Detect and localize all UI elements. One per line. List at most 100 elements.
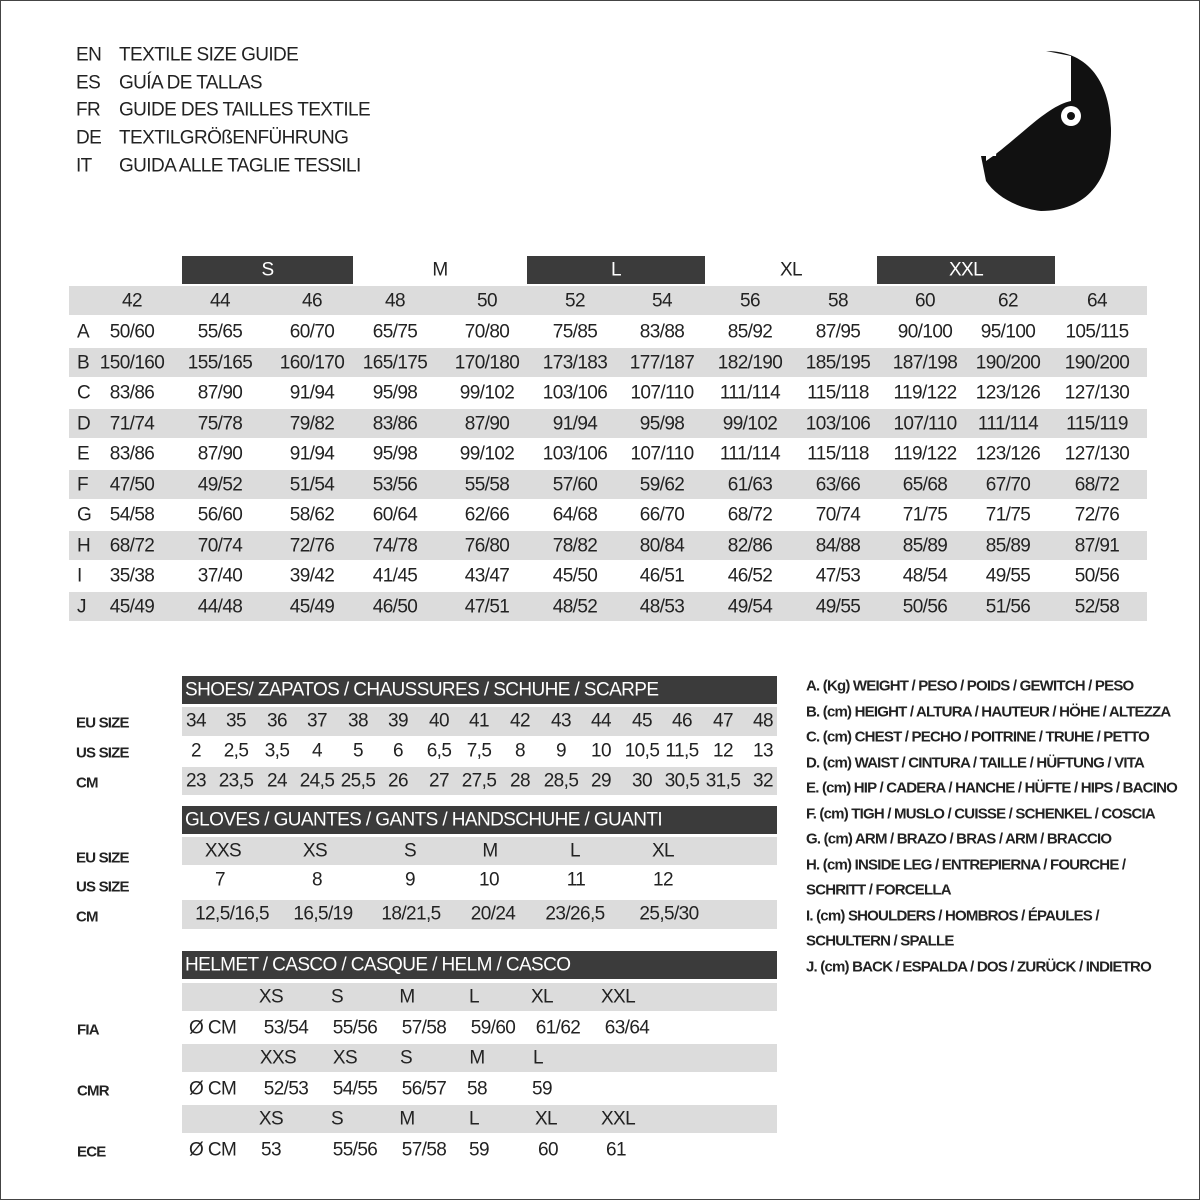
helmet-size: XL [534,1108,558,1130]
row-label: C [77,382,91,404]
row-label: F [77,474,89,496]
unit-label: Ø CM [189,1017,237,1039]
helmet-circumference: 61/62 [535,1017,581,1039]
gray-band [69,286,1147,315]
measurement: 80/84 [639,535,685,557]
eu-size-header: 58 [828,290,849,312]
gray-band [182,1044,777,1072]
helmet-size: XS [332,1047,358,1069]
measurement: 48/53 [639,596,685,618]
shoe-size: 3,5 [264,740,290,762]
glove-size: 7 [215,869,226,891]
measurement: 111/114 [719,443,781,465]
measurement: 115/118 [807,382,869,404]
helmet-size: XS [258,1108,284,1130]
helmet-circumference: 56/57 [401,1078,447,1100]
shoe-size: 9 [556,740,567,762]
eu-size-header: 52 [565,290,586,312]
measurement: 107/110 [630,382,694,404]
eu-size-header: 56 [740,290,761,312]
measurement: 60/64 [372,504,418,526]
shoe-size: 32 [753,770,774,792]
helmet-circumference: 58 [467,1078,488,1100]
measurement: 55/58 [464,474,510,496]
shoe-size: 5 [353,740,364,762]
measurement: 111/114 [977,413,1039,435]
measurement: 68/72 [109,535,155,557]
guide-title: GUÍA DE TALLAS [119,72,263,94]
measurement: 95/100 [980,321,1036,343]
measurement: 99/102 [459,382,515,404]
shoe-size: 4 [312,740,323,762]
glove-size: 25,5/30 [639,903,699,925]
measurement: 56/60 [197,504,243,526]
measurement: 47/51 [464,596,510,618]
measurement: 65/75 [372,321,418,343]
measurement: 51/56 [985,596,1031,618]
measurement: 65/68 [902,474,948,496]
helmet-circumference: 59 [469,1139,490,1161]
guide-title: TEXTILE SIZE GUIDE [119,44,299,66]
shoe-size: 2 [191,740,202,762]
measurement: 95/98 [372,382,418,404]
measurement: 72/76 [1074,504,1120,526]
helmet-size: XS [258,986,284,1008]
language-code: ES [76,72,101,94]
glove-size: 18/21,5 [381,903,441,925]
shoe-size: 7,5 [466,740,492,762]
helmet-size: M [399,1108,415,1130]
measurement: 39/42 [289,565,335,587]
glove-size: XL [651,840,675,862]
measurement: 35/38 [109,565,155,587]
shoe-size: 6 [393,740,404,762]
measurement: 119/122 [893,443,957,465]
legend-line: C. (cm) CHEST / PECHO / POITRINE / TRUHE… [806,728,1150,746]
helmet-circumference: 59 [532,1078,553,1100]
section-title: SHOES/ ZAPATOS / CHAUSSURES / SCHUHE / S… [185,679,659,701]
shoe-size: 46 [672,710,693,732]
measurement: 76/80 [464,535,510,557]
helmet-circumference: 55/56 [332,1139,378,1161]
shoe-size: 39 [388,710,409,732]
shoe-size: 47 [713,710,734,732]
measurement: 82/86 [727,535,773,557]
shoe-size: 12 [713,740,734,762]
helmet-size: XXL [600,986,636,1008]
helmet-standard: ECE [77,1143,106,1161]
measurement: 71/74 [109,413,155,435]
measurement: 68/72 [1074,474,1120,496]
dark-band [182,806,777,834]
shoe-size: 28,5 [543,770,579,792]
gray-band [69,531,1147,561]
measurement: 190/200 [1064,352,1130,374]
size-group: S [261,259,274,281]
legend-line: F. (cm) TIGH / MUSLO / CUISSE / SCHENKEL… [806,805,1156,822]
row-label: US SIZE [76,878,130,896]
measurement: 61/63 [727,474,773,496]
helmet-standard: FIA [77,1021,100,1039]
measurement: 46/51 [639,565,685,587]
helmet-circumference: 63/64 [604,1017,650,1039]
gray-band [182,707,777,736]
row-label: A [77,321,90,343]
shoe-size: 6,5 [426,740,452,762]
gray-band [182,900,777,929]
measurement: 66/70 [639,504,685,526]
measurement: 90/100 [897,321,953,343]
legend-line: J. (cm) BACK / ESPALDA / DOS / ZURÜCK / … [806,958,1152,975]
measurement: 50/56 [902,596,948,618]
measurement: 115/118 [807,443,869,465]
eu-size-header: 54 [652,290,673,312]
shoe-size: 31,5 [705,770,741,792]
measurement: 190/200 [975,352,1041,374]
measurement: 45/49 [289,596,335,618]
helmet-size: S [330,1108,344,1130]
measurement: 47/53 [815,565,861,587]
measurement: 84/88 [815,535,861,557]
gray-band [69,592,1147,622]
helmet-size: XXS [259,1047,297,1069]
measurement: 99/102 [459,443,515,465]
measurement: 50/60 [109,321,155,343]
size-group: XXL [948,259,984,281]
shoe-size: 43 [551,710,572,732]
